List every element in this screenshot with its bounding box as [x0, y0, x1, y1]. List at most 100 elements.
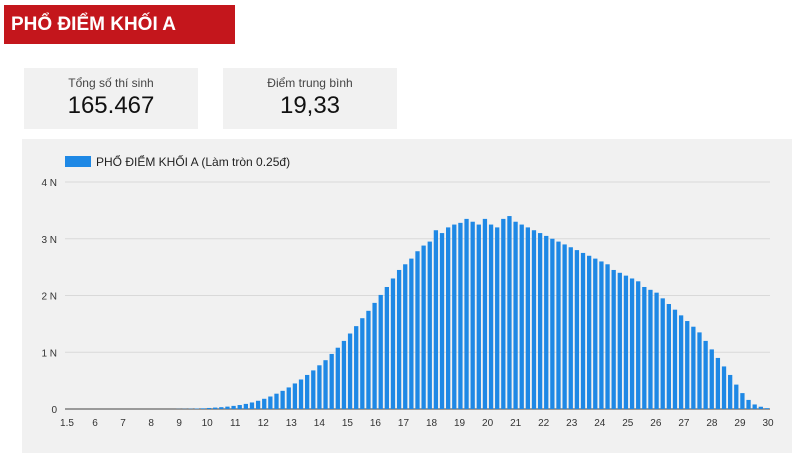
average-score-card: Điểm trung bình 19,33: [223, 68, 397, 129]
bar: [703, 340, 708, 409]
bar: [305, 374, 310, 409]
x-tick-label: 17: [398, 418, 410, 429]
bar: [360, 318, 365, 409]
bar: [366, 310, 371, 409]
bar: [347, 333, 353, 409]
average-score-value: 19,33: [279, 92, 341, 119]
total-candidates-card: Tổng số thí sinh 165.467: [24, 68, 198, 129]
y-tick-label: 3 N: [41, 235, 57, 246]
bar: [206, 407, 212, 409]
bar: [433, 230, 439, 409]
y-tick-label: 2 N: [41, 292, 57, 303]
bar: [298, 379, 304, 409]
bar: [243, 403, 248, 409]
bar: [629, 278, 635, 409]
bar: [599, 261, 604, 409]
bar: [354, 326, 359, 409]
bar: [249, 402, 255, 409]
bar: [378, 294, 383, 409]
bar: [452, 224, 457, 409]
x-tick-label: 21: [510, 418, 522, 429]
x-tick-label: 13: [286, 418, 298, 429]
bar: [280, 390, 285, 409]
bar: [568, 247, 573, 409]
bar: [464, 218, 469, 409]
bar: [525, 227, 530, 409]
average-score-label: Điểm trung bình: [267, 76, 353, 90]
x-tick-label: 26: [650, 418, 662, 429]
bar: [531, 230, 537, 409]
x-tick-label: 16: [370, 418, 382, 429]
bar: [390, 278, 396, 409]
bar: [231, 405, 236, 409]
bar: [544, 235, 549, 409]
bar: [556, 241, 561, 409]
bar: [593, 258, 598, 409]
bar: [672, 309, 678, 409]
x-tick-label: 8: [148, 418, 154, 429]
bar: [335, 347, 340, 409]
bar: [255, 400, 261, 409]
bar: [642, 286, 647, 409]
x-tick-label: 25: [622, 418, 634, 429]
bar: [507, 216, 512, 409]
bar: [550, 238, 555, 409]
bar: [323, 360, 328, 409]
x-tick-label: 10: [202, 418, 214, 429]
bar: [311, 370, 316, 409]
x-tick-label: 7: [120, 418, 126, 429]
bar: [409, 258, 414, 409]
bar: [495, 227, 500, 409]
bar: [734, 384, 739, 409]
bar: [728, 374, 733, 409]
bar: [372, 302, 377, 409]
y-tick-label: 1 N: [41, 348, 57, 359]
bar: [237, 405, 242, 409]
x-tick-label: 30: [762, 418, 774, 429]
bar: [213, 407, 218, 409]
bar: [200, 408, 206, 409]
total-candidates-label: Tổng số thí sinh: [68, 76, 154, 90]
bar: [341, 340, 347, 409]
bar: [697, 332, 702, 409]
x-tick-label: 23: [566, 418, 578, 429]
bar: [666, 304, 671, 409]
bar: [225, 406, 230, 409]
x-tick-label: 6: [92, 418, 98, 429]
bar: [617, 272, 622, 409]
score-distribution-chart: 0 1 N 2 N 3 N 4 N 1.5 6 7 8 9 10 11 12 13 14 15 16 17 18 19…: [22, 139, 792, 453]
bar: [623, 275, 629, 409]
bar: [482, 218, 488, 409]
x-tick-label: 27: [678, 418, 690, 429]
x-tick-label: 9: [176, 418, 182, 429]
bar: [562, 244, 567, 409]
legend-swatch: [65, 156, 91, 167]
bar: [685, 321, 690, 409]
bar: [660, 298, 665, 409]
y-tick-label: 4 N: [41, 178, 57, 189]
bar: [709, 349, 714, 409]
bar: [286, 387, 291, 409]
bar: [470, 221, 475, 409]
x-tick-label: 1.5: [60, 418, 74, 429]
bar: [427, 241, 432, 409]
bar: [678, 315, 684, 409]
bar: [691, 326, 696, 409]
x-tick-label: 19: [454, 418, 466, 429]
bar: [746, 399, 751, 409]
bar: [384, 286, 389, 409]
bar: [274, 393, 279, 409]
x-tick-label: 14: [314, 418, 326, 429]
bar: [262, 398, 267, 409]
x-tick-label: 20: [482, 418, 494, 429]
bar: [648, 289, 653, 409]
x-tick-label: 24: [594, 418, 606, 429]
bar: [721, 366, 727, 409]
bar: [501, 218, 506, 409]
bar: [605, 264, 610, 409]
bar: [317, 365, 322, 409]
x-tick-label: 29: [734, 418, 746, 429]
bar: [758, 406, 763, 409]
x-tick-label: 12: [258, 418, 270, 429]
y-tick-label: 0: [51, 405, 57, 416]
